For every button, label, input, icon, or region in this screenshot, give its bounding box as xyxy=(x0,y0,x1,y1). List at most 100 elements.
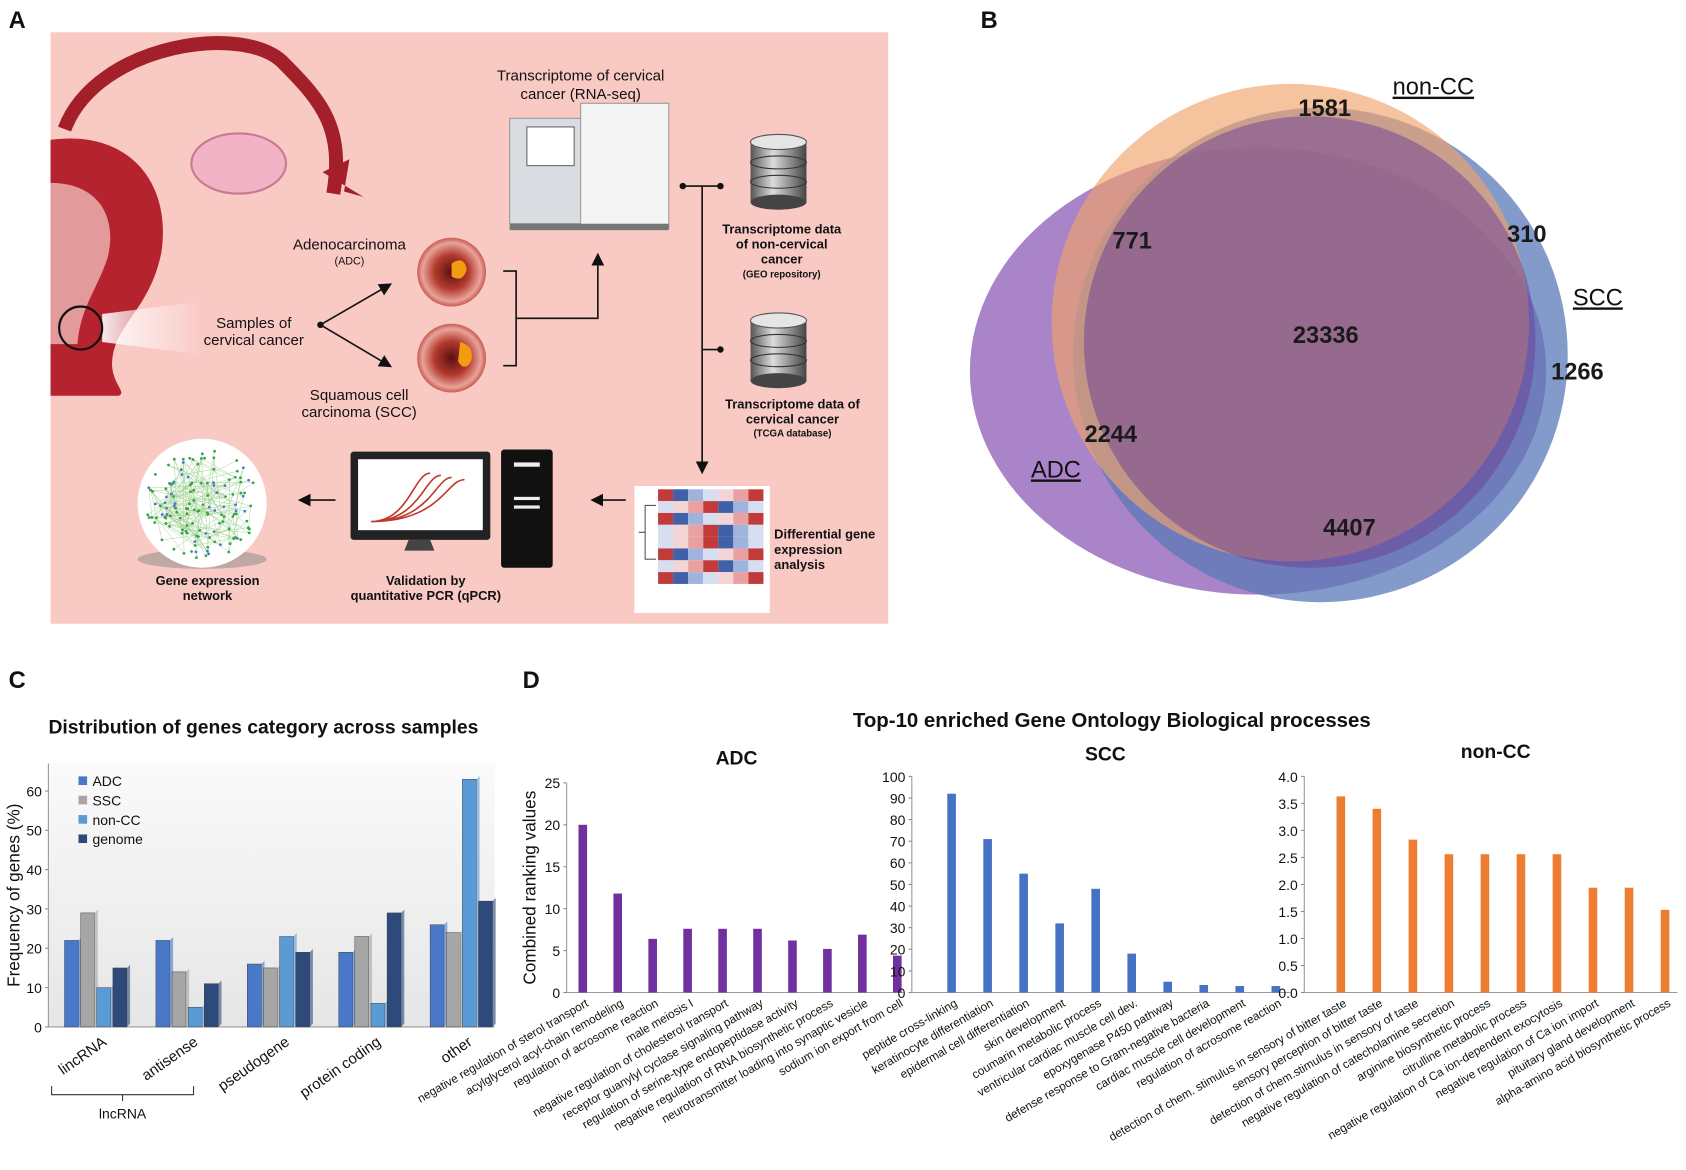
network-edge xyxy=(164,502,188,534)
network-node xyxy=(191,458,195,461)
network-edge xyxy=(198,510,237,515)
network-node xyxy=(181,457,185,461)
network-edge xyxy=(186,513,200,531)
network-node xyxy=(227,550,231,554)
network-edge xyxy=(174,459,200,531)
network-edge xyxy=(183,462,185,554)
network-edge xyxy=(222,496,244,522)
y-tick-label: 60 xyxy=(26,783,42,799)
heatmap-cell xyxy=(748,501,764,513)
heatmap-cell xyxy=(718,501,734,513)
label: Squamous cell xyxy=(310,387,409,404)
label: Transcriptome data of xyxy=(725,397,860,412)
ovary xyxy=(190,132,288,195)
network-node xyxy=(245,519,249,523)
y-tick-label: 40 xyxy=(26,862,42,878)
y-tick-label: 80 xyxy=(890,812,906,828)
network-node xyxy=(208,536,212,539)
network-node xyxy=(194,550,198,554)
network-node xyxy=(220,513,223,517)
heatmap-cell xyxy=(658,536,674,549)
network-node xyxy=(239,538,243,542)
panel-label: C xyxy=(9,668,26,694)
network-node xyxy=(168,524,171,528)
network-edge xyxy=(229,505,251,530)
heatmap-cell xyxy=(733,501,749,513)
bar xyxy=(718,928,727,993)
network-node xyxy=(213,540,217,544)
bar xyxy=(823,948,832,993)
network-node xyxy=(180,473,184,477)
heatmap-cell xyxy=(673,489,689,502)
bar xyxy=(96,987,111,1028)
bar-side xyxy=(218,980,222,1027)
network-edge xyxy=(165,523,250,534)
bar xyxy=(648,938,657,993)
network-edge xyxy=(183,459,188,514)
network-node xyxy=(206,545,210,549)
heatmap-cell xyxy=(733,524,749,537)
network-edge xyxy=(169,474,183,484)
label: Differential gene xyxy=(774,527,875,542)
network-node xyxy=(241,494,245,498)
heatmap-cell xyxy=(673,548,689,561)
bar xyxy=(1408,839,1418,993)
venn-diagram: non-CC SCC ADC 1581 771 310 23336 1266 2… xyxy=(969,75,1623,603)
y-tick-label: 2.0 xyxy=(1278,877,1298,893)
network-node xyxy=(163,501,167,505)
connector xyxy=(503,256,598,367)
label: carcinoma (SCC) xyxy=(301,404,416,421)
network-edge xyxy=(151,484,191,518)
x-tick-label: protein coding xyxy=(297,1033,384,1101)
monitor-stand xyxy=(404,539,435,551)
label: Transcriptome of cervical xyxy=(497,68,665,85)
network-node xyxy=(154,472,157,476)
y-tick-label: 4.0 xyxy=(1278,769,1298,785)
network-node xyxy=(212,484,216,487)
network-node xyxy=(175,510,179,514)
y-tick-label: 0 xyxy=(34,1019,42,1035)
network-node xyxy=(228,542,232,546)
heatmap-cell xyxy=(703,501,719,513)
network-node xyxy=(196,462,200,466)
connector xyxy=(682,185,721,471)
fimbria xyxy=(322,159,364,197)
network-edge xyxy=(248,505,251,528)
network-node xyxy=(153,521,157,524)
network-node xyxy=(247,526,250,530)
network-edge xyxy=(187,532,197,537)
heatmap-cell xyxy=(733,512,749,525)
heatmap-cell xyxy=(718,512,734,525)
bar xyxy=(613,893,623,993)
label: Adenocarcinoma xyxy=(293,237,407,254)
bar xyxy=(1019,873,1028,993)
network-node xyxy=(205,481,209,485)
venn-label: non-CC xyxy=(1393,75,1474,101)
x-tick-label: lincRNA xyxy=(56,1033,110,1078)
y-axis-label: Frequency of genes (%) xyxy=(3,803,23,986)
network-edge xyxy=(160,505,196,546)
bar xyxy=(429,924,445,1028)
heatmap-cell xyxy=(733,572,749,584)
network-node xyxy=(170,492,173,496)
y-tick-label: 10 xyxy=(890,963,906,979)
fallopian-tube xyxy=(57,36,344,195)
magnifier-cone xyxy=(102,301,205,355)
network-edge xyxy=(156,517,185,554)
network-node xyxy=(213,509,217,512)
label: cervical cancer xyxy=(204,332,304,349)
network-node xyxy=(172,547,176,551)
network-edge xyxy=(181,469,214,475)
qpcr-curves xyxy=(370,472,465,523)
y-tick-label: 70 xyxy=(890,834,906,850)
label: (ADC) xyxy=(335,256,365,268)
network-edge xyxy=(189,458,236,478)
heatmap-cell xyxy=(688,512,704,525)
node-dot xyxy=(679,182,687,190)
network-node xyxy=(168,481,171,485)
network-node xyxy=(206,511,209,515)
network-edge xyxy=(191,460,237,484)
y-axis-label: Combined ranking values xyxy=(519,791,539,985)
network-node xyxy=(154,516,158,520)
venn-count: 1581 xyxy=(1298,96,1351,122)
